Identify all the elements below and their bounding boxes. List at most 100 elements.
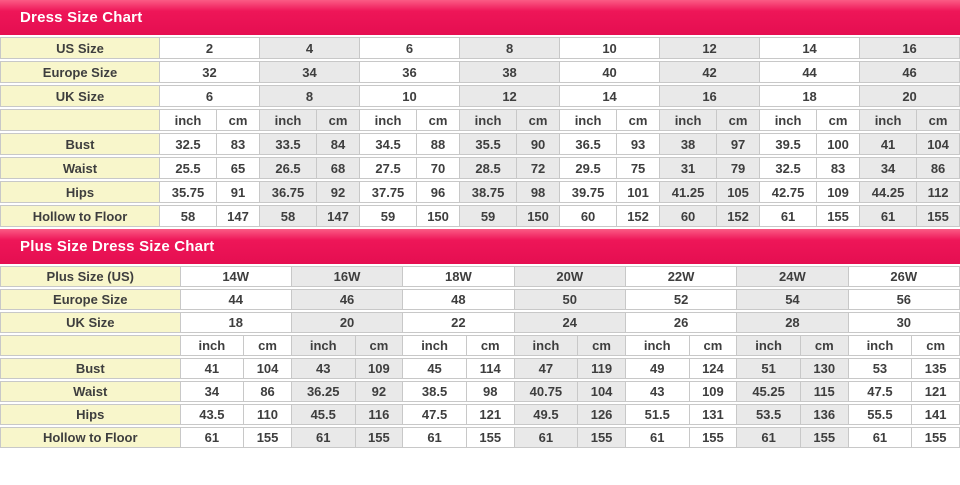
size-value-cell: 34 <box>260 61 361 83</box>
size-value-cell: 12 <box>660 37 761 59</box>
measure-inch-cell: 38.5 <box>403 381 467 402</box>
unit-inch-cell: inch <box>160 109 217 131</box>
measure-inch-cell: 61 <box>848 427 913 448</box>
measure-inch-cell: 61 <box>514 427 579 448</box>
size-value-cell: 24W <box>737 266 849 287</box>
row-label-cell: Plus Size (US) <box>0 266 181 287</box>
measure-cm-cell: 155 <box>912 427 960 448</box>
measure-inch-cell: 36.75 <box>260 181 318 203</box>
unit-cm-cell: cm <box>317 109 361 131</box>
row-label-cell: Hollow to Floor <box>0 205 160 227</box>
measure-cm-cell: 147 <box>317 205 361 227</box>
size-value-cell: 18 <box>180 312 292 333</box>
unit-inch-cell: inch <box>460 109 518 131</box>
table-row: Bust 32.5 83 33.5 84 34.5 88 35.5 90 36.5 93 38 97 39… <box>0 133 960 155</box>
unit-inch-cell: inch <box>760 109 818 131</box>
measure-inch-cell: 25.5 <box>160 157 217 179</box>
measure-cm-cell: 83 <box>217 133 261 155</box>
measure-inch-cell: 35.5 <box>460 133 518 155</box>
measure-inch-cell: 61 <box>403 427 467 448</box>
measure-cm-cell: 79 <box>717 157 761 179</box>
measure-cm-cell: 93 <box>617 133 661 155</box>
size-value-cell: 18 <box>760 85 861 107</box>
measure-inch-cell: 59 <box>360 205 418 227</box>
unit-cm-cell: cm <box>912 335 960 356</box>
measure-inch-cell: 42.75 <box>760 181 818 203</box>
row-label-cell: UK Size <box>0 85 160 107</box>
measure-cm-cell: 155 <box>817 205 861 227</box>
unit-cm-cell: cm <box>917 109 960 131</box>
unit-inch-cell: inch <box>403 335 467 356</box>
measure-cm-cell: 116 <box>355 404 404 425</box>
measure-inch-cell: 53.5 <box>737 404 801 425</box>
measure-cm-cell: 98 <box>466 381 515 402</box>
measure-inch-cell: 61 <box>737 427 801 448</box>
measure-inch-cell: 59 <box>460 205 518 227</box>
measure-inch-cell: 47.5 <box>403 404 467 425</box>
row-label-cell: Europe Size <box>0 289 181 310</box>
measure-cm-cell: 115 <box>800 381 849 402</box>
measure-cm-cell: 141 <box>912 404 960 425</box>
measure-inch-cell: 47 <box>514 358 579 379</box>
table-row: Europe Size 32 34 36 38 40 42 44 46 <box>0 61 960 83</box>
measure-cm-cell: 100 <box>817 133 861 155</box>
measure-inch-cell: 61 <box>291 427 356 448</box>
size-value-cell: 38 <box>460 61 561 83</box>
measure-cm-cell: 121 <box>466 404 515 425</box>
measure-cm-cell: 92 <box>355 381 404 402</box>
measure-cm-cell: 150 <box>517 205 561 227</box>
measure-cm-cell: 135 <box>912 358 960 379</box>
unit-row-label-cell <box>0 109 160 131</box>
size-value-cell: 6 <box>160 85 261 107</box>
size-value-cell: 20 <box>860 85 960 107</box>
size-value-cell: 16 <box>860 37 960 59</box>
size-value-cell: 28 <box>737 312 849 333</box>
table-row: Waist 25.5 65 26.5 68 27.5 70 28.5 72 29.5 75 31 79 3… <box>0 157 960 179</box>
measure-inch-cell: 45 <box>403 358 467 379</box>
size-value-cell: 56 <box>848 289 960 310</box>
unit-cm-cell: cm <box>417 109 461 131</box>
size-value-cell: 8 <box>260 85 361 107</box>
size-value-cell: 14 <box>760 37 861 59</box>
size-value-cell: 20W <box>514 266 626 287</box>
measure-cm-cell: 86 <box>917 157 960 179</box>
measure-cm-cell: 70 <box>417 157 461 179</box>
size-value-cell: 26W <box>848 266 960 287</box>
plus-size-table: Plus Size (US) 14W 16W 18W 20W 22W 24W 26W Europ… <box>0 264 960 450</box>
table-row: UK Size 18 20 22 24 26 28 30 <box>0 312 960 333</box>
size-value-cell: 14W <box>180 266 292 287</box>
measure-inch-cell: 41.25 <box>660 181 718 203</box>
size-value-cell: 24 <box>514 312 626 333</box>
row-label-cell: Waist <box>0 157 160 179</box>
measure-inch-cell: 38.75 <box>460 181 518 203</box>
measure-cm-cell: 110 <box>244 404 292 425</box>
size-value-cell: 46 <box>860 61 960 83</box>
measure-inch-cell: 58 <box>260 205 318 227</box>
size-value-cell: 40 <box>560 61 661 83</box>
unit-inch-cell: inch <box>514 335 579 356</box>
measure-cm-cell: 109 <box>817 181 861 203</box>
measure-cm-cell: 98 <box>517 181 561 203</box>
table-row: Europe Size 44 46 48 50 52 54 56 <box>0 289 960 310</box>
size-value-cell: 46 <box>291 289 404 310</box>
table-row: inch cm inch cm inch cm inch cm inch cm inch cm inch… <box>0 109 960 131</box>
unit-cm-cell: cm <box>217 109 261 131</box>
row-label-cell: Hollow to Floor <box>0 427 181 448</box>
measure-cm-cell: 155 <box>800 427 849 448</box>
size-value-cell: 42 <box>660 61 761 83</box>
measure-cm-cell: 109 <box>355 358 404 379</box>
measure-cm-cell: 147 <box>217 205 261 227</box>
measure-cm-cell: 114 <box>466 358 515 379</box>
measure-inch-cell: 55.5 <box>848 404 913 425</box>
measure-cm-cell: 112 <box>917 181 960 203</box>
measure-cm-cell: 90 <box>517 133 561 155</box>
size-value-cell: 10 <box>360 85 461 107</box>
unit-cm-cell: cm <box>689 335 738 356</box>
unit-cm-cell: cm <box>717 109 761 131</box>
measure-cm-cell: 68 <box>317 157 361 179</box>
measure-inch-cell: 39.5 <box>760 133 818 155</box>
measure-cm-cell: 155 <box>355 427 404 448</box>
measure-inch-cell: 32.5 <box>760 157 818 179</box>
measure-inch-cell: 61 <box>625 427 690 448</box>
